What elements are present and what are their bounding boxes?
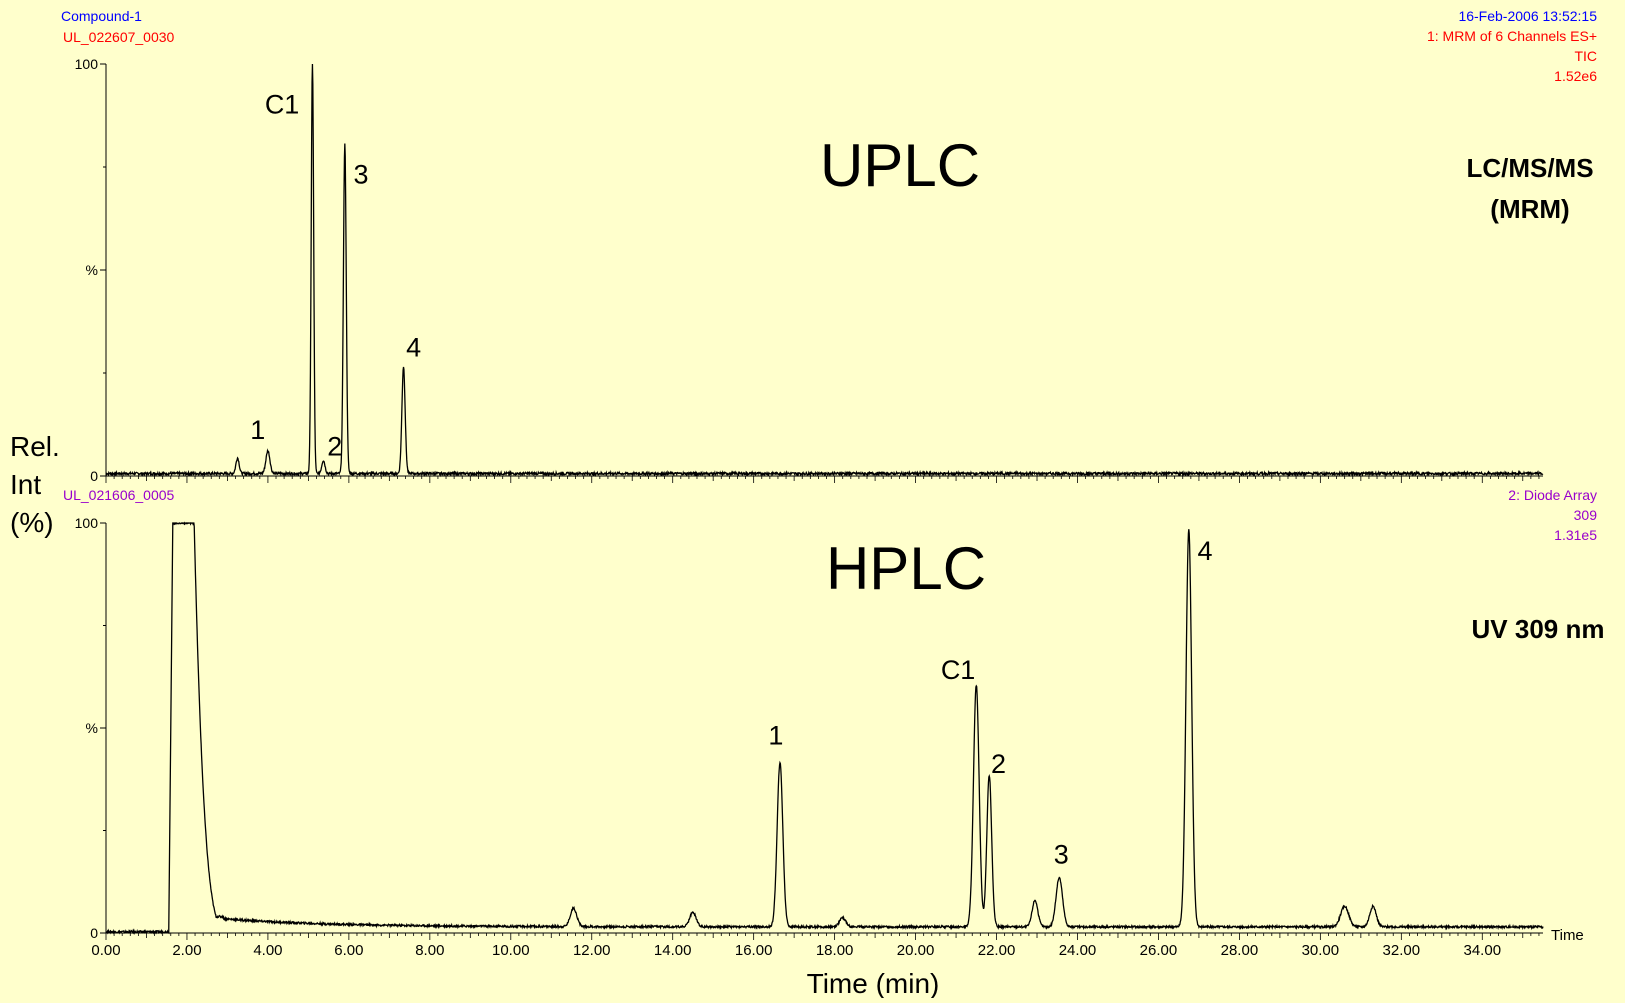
x-tick-label: 20.00 (897, 942, 935, 959)
info-top-line-3: 1.52e6 (1554, 68, 1597, 84)
peak-label-bottom: C1 (941, 655, 976, 685)
y-tick-label-bottom: % (86, 720, 98, 736)
title-top: UPLC (820, 132, 980, 199)
side-note-bottom: UV 309 nm (1472, 614, 1605, 644)
x-tick-label: 6.00 (334, 942, 363, 959)
x-tick-label: 4.00 (253, 942, 282, 959)
ylabel-line-1: Rel. (10, 431, 60, 462)
peak-label-bottom: 1 (768, 720, 783, 750)
x-tick-label: 32.00 (1383, 942, 1421, 959)
trace-top (105, 63, 1544, 478)
peak-label-top: 2 (327, 431, 342, 461)
panel-top: 0% 100 C1 3 4 1 2 (75, 56, 1544, 484)
x-tick-label: 18.00 (816, 942, 854, 959)
trace-bottom (105, 521, 1544, 936)
peak-label-top: C1 (265, 89, 300, 119)
x-tick-label: 34.00 (1464, 942, 1502, 959)
y-tick-label-top: 0 (90, 468, 98, 484)
x-tick-label: 28.00 (1221, 942, 1259, 959)
x-tick-label: 26.00 (1140, 942, 1178, 959)
info-top-line-1: 1: MRM of 6 Channels ES+ (1427, 28, 1597, 44)
panel-bottom: 0% 100 0.00 2.00 4.00 6.00 8.00 10.00 12.00 14.00… (75, 515, 1544, 959)
timestamp-label: 16-Feb-2006 13:52:15 (1458, 8, 1597, 24)
peak-label-top: 1 (250, 415, 265, 445)
y-tick-label-bottom: 0 (90, 925, 98, 941)
y-tick-label-bottom: 100 (75, 515, 99, 531)
info-bottom-line-3: 1.31e5 (1554, 527, 1597, 543)
ylabel-line-3: (%) (10, 507, 54, 538)
x-tick-label: 2.00 (172, 942, 201, 959)
info-bottom-line-1: 2: Diode Array (1508, 487, 1597, 503)
x-tick-label: 12.00 (573, 942, 611, 959)
x-tick-label: 22.00 (978, 942, 1016, 959)
panels-group: 0% 100 C1 3 4 1 2 0% 100 0.00 2.00 4.00 6.00 8.00 10.0… (75, 56, 1544, 959)
peak-label-bottom: 4 (1197, 536, 1212, 566)
x-tick-label: 24.00 (1059, 942, 1097, 959)
side-note-top-line-2: (MRM) (1490, 194, 1569, 224)
x-tick-label: 30.00 (1302, 942, 1340, 959)
x-tick-label: 16.00 (735, 942, 773, 959)
side-note-top-line-1: LC/MS/MS (1466, 153, 1593, 183)
y-tick-label-top: 100 (75, 56, 99, 72)
peak-label-bottom: 3 (1054, 839, 1069, 869)
y-tick-label-top: % (86, 262, 98, 278)
info-top-line-2: TIC (1574, 48, 1597, 64)
ylabel-line-2: Int (10, 469, 41, 500)
peak-label-top: 3 (354, 159, 369, 189)
x-axis-word: Time (1551, 927, 1584, 944)
peak-label-top: 4 (406, 333, 421, 363)
compound-label: Compound-1 (61, 8, 142, 24)
x-tick-label: 10.00 (492, 942, 530, 959)
x-tick-label: 8.00 (415, 942, 444, 959)
x-axis-title: Time (min) (807, 968, 940, 998)
peak-label-bottom: 2 (991, 749, 1006, 779)
file-id-top: UL_022607_0030 (63, 29, 175, 45)
x-tick-label: 0.00 (91, 942, 120, 959)
file-id-bottom: UL_021606_0005 (63, 487, 175, 503)
title-bottom: HPLC (826, 535, 986, 602)
info-bottom-line-2: 309 (1574, 507, 1598, 523)
x-tick-label: 14.00 (654, 942, 692, 959)
